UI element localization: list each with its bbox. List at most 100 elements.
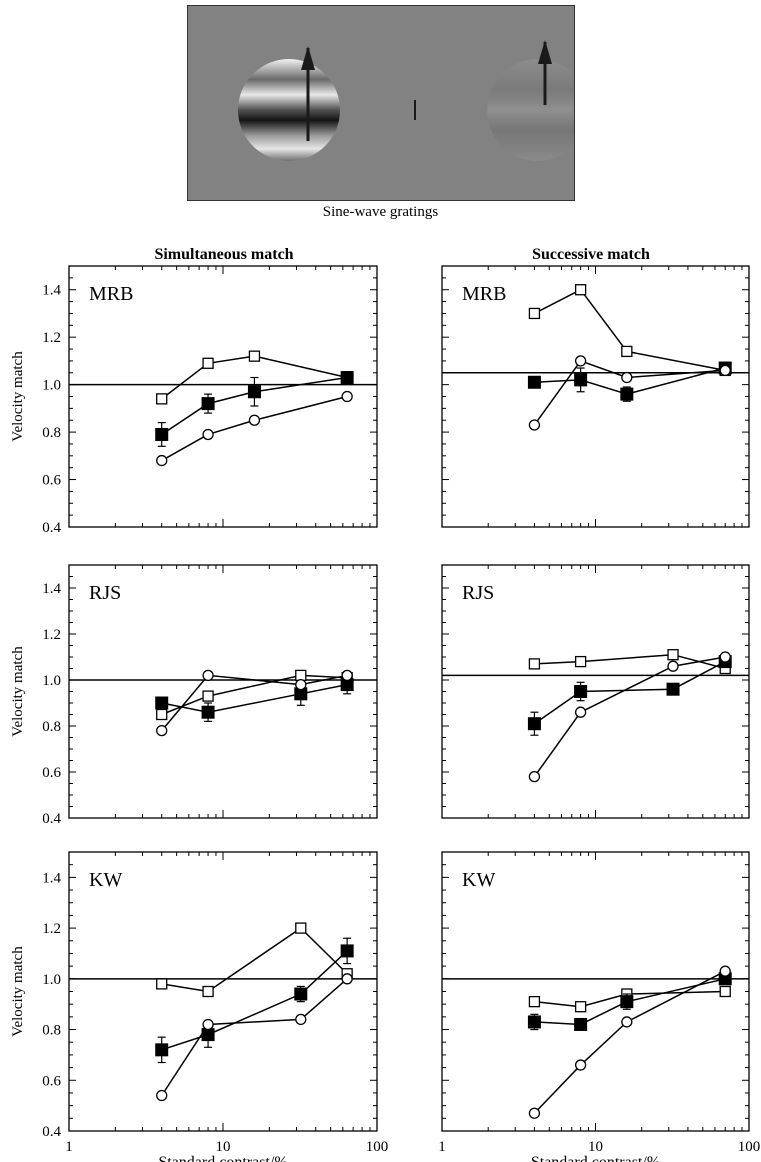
y-tick-label: 1.0: [42, 378, 61, 394]
marker-open-square: [202, 690, 214, 702]
x-tick-label: 100: [366, 1139, 389, 1155]
marker-open-circle: [341, 973, 353, 985]
grating-right: [487, 59, 574, 161]
x-tick-label: 1: [65, 1139, 73, 1155]
marker-filled-square: [201, 705, 215, 719]
marker-filled-square: [527, 1015, 541, 1029]
panel-rjs-successive: [441, 564, 750, 819]
marker-open-square: [202, 357, 214, 369]
series-line-filled-square: [534, 367, 726, 395]
marker-open-circle: [156, 1089, 168, 1102]
series-line-filled-square: [161, 950, 348, 1051]
y-tick-label: 1.2: [42, 627, 61, 643]
y-tick-label: 0.6: [42, 473, 61, 489]
marker-open-circle: [156, 724, 168, 737]
column-title-simultaneous: Simultaneous match: [154, 246, 293, 263]
plot-frame: [68, 851, 378, 1132]
column-title-successive: Successive match: [532, 246, 650, 263]
marker-open-circle: [528, 770, 541, 783]
marker-open-square: [295, 669, 307, 682]
marker-open-square: [295, 922, 307, 934]
y-tick-label: 0.8: [42, 719, 61, 735]
marker-open-circle: [719, 364, 731, 377]
x-tick-label: 10: [216, 1139, 231, 1155]
y-tick-label: 0.6: [42, 765, 61, 781]
panel-mrb-successive: [441, 265, 750, 528]
marker-open-square: [574, 284, 587, 296]
marker-open-circle: [574, 706, 587, 718]
marker-open-circle: [667, 660, 679, 672]
marker-open-circle: [202, 669, 214, 682]
series-line-open-square: [161, 355, 348, 400]
marker-open-square: [156, 978, 168, 990]
marker-filled-square: [620, 995, 634, 1009]
subject-label: RJS: [89, 582, 121, 604]
arrowhead-left-icon: [301, 46, 315, 70]
marker-open-circle: [295, 678, 307, 691]
marker-open-square: [156, 708, 168, 721]
y-tick-label: 1.4: [42, 870, 61, 886]
marker-open-circle: [528, 419, 541, 431]
y-tick-label: 0.8: [42, 1023, 61, 1039]
y-tick-label: 1.4: [42, 581, 61, 597]
x-tick-label: 100: [738, 1139, 761, 1155]
panel-mrb-simultaneous: [68, 265, 378, 528]
marker-open-circle: [621, 1016, 633, 1028]
marker-open-circle: [719, 965, 731, 977]
marker-filled-square: [155, 696, 169, 710]
subject-label: KW: [462, 869, 495, 891]
x-axis-label: Standard contrast/%: [531, 1154, 660, 1162]
marker-filled-square: [340, 944, 354, 958]
marker-open-circle: [528, 1107, 541, 1119]
series-line-open-square: [161, 927, 348, 993]
series-line-filled-square: [161, 683, 348, 713]
marker-open-square: [202, 985, 214, 998]
marker-open-circle: [341, 669, 353, 682]
marker-open-circle: [574, 1059, 587, 1071]
y-axis-label: Velocity match: [10, 646, 26, 737]
y-tick-label: 0.6: [42, 1073, 61, 1089]
series-line-open-square: [161, 674, 348, 716]
series-line-open-circle: [533, 970, 726, 1114]
marker-filled-square: [247, 385, 261, 399]
series-line-filled-square: [533, 660, 726, 725]
marker-filled-square: [620, 387, 634, 401]
marker-open-square: [574, 655, 587, 668]
series-line-open-circle: [533, 360, 726, 426]
panel-kw-simultaneous: [68, 851, 378, 1132]
series-line-open-circle: [161, 395, 348, 462]
plot-frame: [68, 265, 378, 528]
marker-open-circle: [719, 651, 731, 663]
marker-filled-square: [155, 1043, 169, 1057]
series-line-open-circle: [161, 978, 348, 1096]
marker-open-circle: [156, 454, 168, 467]
series-line-filled-square: [534, 978, 726, 1026]
y-tick-label: 0.4: [42, 811, 61, 827]
marker-open-square: [248, 350, 261, 362]
y-tick-label: 0.4: [42, 1124, 61, 1140]
marker-open-circle: [621, 371, 633, 384]
x-axis-label: Standard contrast/%: [158, 1154, 287, 1162]
series-line-filled-square: [161, 376, 348, 436]
marker-open-square: [156, 393, 168, 405]
marker-open-circle: [295, 1013, 307, 1026]
marker-filled-square: [574, 685, 588, 698]
stimulus-image: [187, 5, 575, 201]
x-tick-label: 10: [588, 1139, 603, 1155]
series-line-open-circle: [533, 656, 726, 778]
marker-filled-square: [666, 682, 680, 696]
marker-open-square: [528, 307, 541, 320]
subject-label: MRB: [462, 283, 506, 305]
subject-label: KW: [89, 869, 122, 891]
marker-filled-square: [527, 717, 541, 731]
stimulus-caption: Sine-wave gratings: [322, 204, 439, 220]
panel-rjs-simultaneous: [68, 564, 378, 819]
subject-label: MRB: [89, 283, 133, 305]
y-tick-label: 1.0: [42, 673, 61, 689]
series-line-open-circle: [161, 674, 348, 732]
subject-label: RJS: [462, 582, 494, 604]
marker-filled-square: [294, 987, 308, 1001]
x-tick-label: 1: [438, 1139, 446, 1155]
marker-open-circle: [574, 355, 587, 367]
marker-open-circle: [202, 428, 214, 441]
